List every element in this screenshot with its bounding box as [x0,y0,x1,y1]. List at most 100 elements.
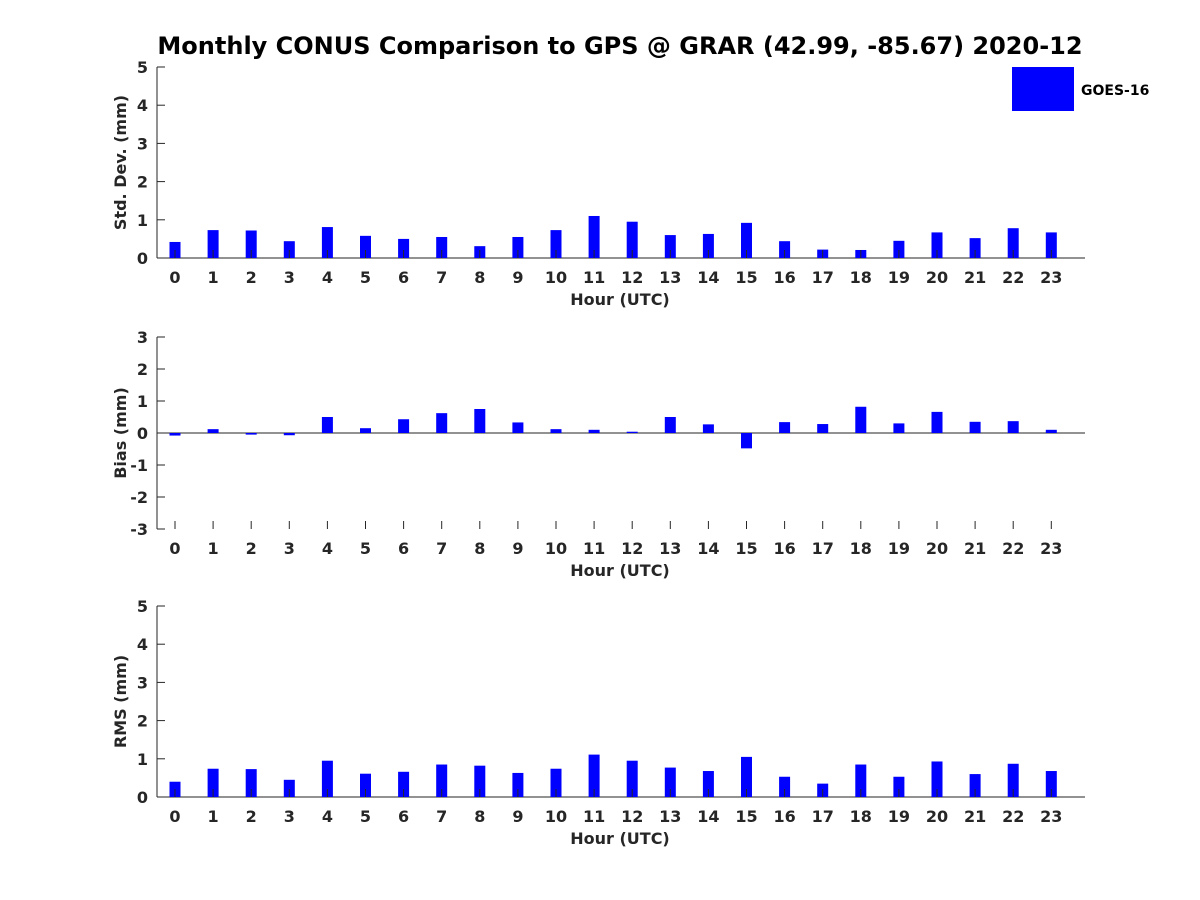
x-tick-label: 20 [926,807,948,826]
legend-swatch [1012,67,1074,111]
y-axis-label: RMS (mm) [111,655,130,748]
x-tick-label: 14 [697,539,719,558]
y-tick-label: 1 [137,211,148,230]
bar-hour-6 [398,771,410,797]
bar-hour-10 [550,230,562,258]
bar-hour-2 [245,769,257,797]
x-tick-label: 14 [697,268,719,287]
y-axis-label: Bias (mm) [111,387,130,479]
x-tick-label: 14 [697,807,719,826]
x-tick-label: 13 [659,268,681,287]
x-tick-label: 20 [926,539,948,558]
legend: GOES-16 [1012,67,1149,111]
x-tick-label: 22 [1002,268,1024,287]
bar-hour-19 [893,240,905,258]
x-tick-label: 8 [474,539,485,558]
x-tick-label: 12 [621,539,643,558]
x-tick-label: 12 [621,268,643,287]
y-tick-label: 3 [137,673,148,692]
bar-hour-13 [664,417,676,433]
bar-hour-18 [855,406,867,433]
bar-hour-21 [969,774,981,797]
x-tick-label: 8 [474,268,485,287]
x-tick-label: 19 [888,807,910,826]
x-tick-label: 10 [545,539,567,558]
x-tick-label: 2 [246,807,257,826]
x-tick-label: 3 [284,807,295,826]
x-tick-label: 5 [360,807,371,826]
bar-hour-4 [321,760,333,797]
x-tick-label: 6 [398,268,409,287]
x-tick-label: 15 [735,539,757,558]
bar-hour-1 [207,429,219,433]
bar-hour-2 [245,433,257,435]
y-tick-label: 2 [137,360,148,379]
x-tick-label: 19 [888,539,910,558]
bar-hour-15 [741,756,752,797]
bar-hour-16 [779,776,791,797]
bar-hour-20 [931,761,943,797]
x-tick-label: 4 [322,539,333,558]
bar-hour-8 [474,765,486,797]
bar-hour-15 [741,222,752,258]
bar-hour-23 [1045,771,1057,797]
bar-hour-16 [779,241,791,258]
x-tick-label: 16 [773,807,795,826]
y-axis-label: Std. Dev. (mm) [111,95,130,230]
bar-hour-15 [741,433,752,449]
bar-hour-7 [436,236,448,258]
x-tick-label: 7 [436,807,447,826]
bar-hour-8 [474,409,486,433]
x-tick-label: 11 [583,268,605,287]
x-tick-label: 7 [436,539,447,558]
bar-hour-7 [436,413,448,433]
x-tick-label: 4 [322,807,333,826]
x-tick-label: 4 [322,268,333,287]
y-tick-label: 3 [137,328,148,347]
x-axis-label: Hour (UTC) [570,829,670,848]
x-tick-label: 17 [812,268,834,287]
bar-hour-19 [893,423,905,433]
bar-hour-22 [1007,763,1019,797]
bar-hour-5 [360,773,371,797]
x-tick-label: 10 [545,807,567,826]
bar-hour-14 [702,424,714,433]
bar-hour-5 [360,235,371,258]
x-tick-label: 13 [659,539,681,558]
x-tick-label: 11 [583,539,605,558]
bar-hour-2 [245,230,257,258]
y-tick-label: 0 [137,788,148,807]
x-tick-label: 6 [398,807,409,826]
bar-hour-20 [931,232,943,258]
bar-hour-7 [436,764,448,797]
bar-hour-11 [588,429,600,433]
bar-hour-1 [207,230,219,258]
x-tick-label: 7 [436,268,447,287]
x-tick-label: 1 [208,807,219,826]
y-tick-label: 0 [137,249,148,268]
x-tick-label: 23 [1040,539,1062,558]
bar-hour-1 [207,768,219,797]
bar-hour-23 [1045,232,1057,258]
bar-hour-12 [626,760,638,797]
y-tick-label: 1 [137,750,148,769]
x-tick-label: 20 [926,268,948,287]
bar-hour-23 [1045,429,1057,433]
bar-hour-16 [779,422,791,433]
x-tick-label: 9 [512,268,523,287]
bar-hour-17 [817,424,829,433]
bar-hour-14 [702,771,714,797]
x-tick-label: 6 [398,539,409,558]
bar-hour-3 [283,433,295,436]
bar-hour-3 [283,241,295,258]
y-tick-label: -1 [130,456,148,475]
bar-hour-3 [283,779,295,797]
bar-hour-0 [169,433,181,436]
bar-hour-18 [855,764,867,797]
